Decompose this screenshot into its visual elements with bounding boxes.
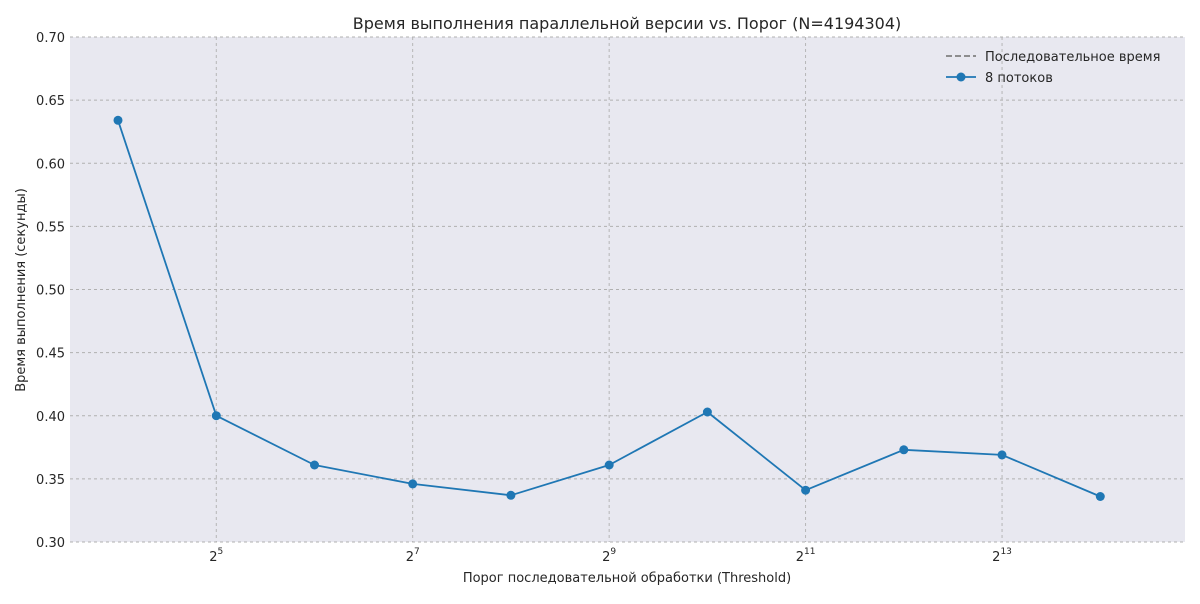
x-tick-base: 2 (602, 550, 610, 565)
legend: Последовательное время 8 потоков (946, 50, 1160, 86)
data-point (1095, 492, 1105, 501)
data-point (310, 460, 319, 470)
y-tick-label: 0.50 (36, 284, 65, 299)
legend-marker-8-threads (956, 72, 966, 82)
x-tick-exponent: 7 (414, 547, 420, 557)
x-tick-label: 25 (209, 547, 223, 565)
y-tick-label: 0.40 (36, 410, 65, 425)
data-point (211, 411, 221, 421)
y-tick-label: 0.30 (36, 536, 65, 551)
data-point (408, 479, 418, 489)
x-tick-labels: 25 27 29 211 213 (209, 547, 1012, 565)
x-tick-base: 2 (796, 550, 804, 565)
legend-label-sequential: Последовательное время (985, 50, 1160, 65)
x-tick-label: 211 (796, 547, 816, 565)
data-point (997, 450, 1007, 460)
data-point (801, 485, 811, 495)
x-tick-label: 27 (406, 547, 420, 565)
data-point (899, 445, 909, 455)
y-tick-labels: 0.30 0.35 0.40 0.45 0.50 0.55 0.60 0.65 0.70 (36, 31, 65, 551)
data-point (113, 115, 123, 125)
x-tick-base: 2 (992, 550, 1000, 565)
x-tick-base: 2 (209, 550, 217, 565)
x-tick-exponent: 13 (1000, 547, 1011, 557)
x-tick-exponent: 9 (610, 547, 616, 557)
x-tick-label: 29 (602, 547, 616, 565)
y-tick-label: 0.60 (36, 157, 65, 172)
data-point (604, 460, 614, 470)
y-tick-label: 0.45 (36, 347, 65, 362)
data-point (702, 407, 712, 417)
y-tick-label: 0.55 (36, 220, 65, 235)
x-tick-exponent: 11 (804, 547, 815, 557)
series-layer (113, 115, 1105, 501)
x-tick-exponent: 5 (218, 547, 224, 557)
y-tick-label: 0.70 (36, 31, 65, 46)
data-point (506, 490, 516, 500)
y-tick-label: 0.65 (36, 94, 65, 109)
grid-lines (70, 36, 1185, 543)
x-tick-base: 2 (406, 550, 414, 565)
y-axis-label: Время выполнения (секунды) (14, 188, 29, 392)
legend-label-8-threads: 8 потоков (985, 71, 1053, 86)
plot-area (70, 37, 1185, 542)
x-axis-label: Порог последовательной обработки (Thresh… (463, 571, 791, 586)
y-tick-label: 0.35 (36, 473, 65, 488)
chart-title: Время выполнения параллельной версии vs.… (353, 14, 902, 33)
x-tick-label: 213 (992, 547, 1012, 565)
